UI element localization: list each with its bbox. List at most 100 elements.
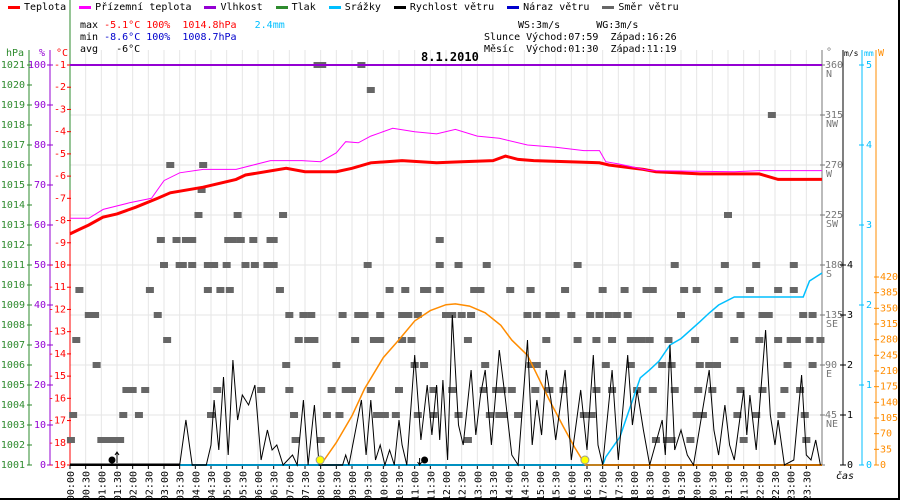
wind-direction-point — [203, 262, 212, 268]
wind-direction-point — [608, 337, 617, 343]
direction-tick-label: 225 — [825, 210, 843, 221]
humidity-tick-label: 0 — [40, 460, 46, 471]
wind-speed-tick-label: 4 — [847, 260, 853, 271]
wind-direction-point — [601, 362, 610, 368]
wind-direction-point — [145, 287, 154, 293]
wind-direction-point — [567, 312, 576, 318]
direction-tick-label: 360 — [825, 60, 843, 71]
wind-gust-max: WG:3m/s — [596, 20, 639, 31]
wind-direction-point — [401, 287, 410, 293]
time-tick-label: 19:30 — [677, 471, 688, 500]
wind-direction-point — [141, 387, 150, 393]
legend-label: Tlak — [291, 2, 316, 13]
wind-direction-point — [774, 337, 783, 343]
moonrise-icon — [108, 456, 116, 464]
wind-direction-point — [413, 312, 422, 318]
humidity-tick-label: 40 — [34, 300, 46, 311]
wind-direction-point — [774, 287, 783, 293]
legend-swatch — [204, 6, 217, 9]
wind-stats: WS:3m/s WG:3m/s — [518, 20, 638, 32]
wind-direction-point — [249, 237, 258, 243]
time-tick-label: 00:00 — [66, 471, 77, 500]
sun-row: Slunce Východ:07:59 Západ:16:26 — [484, 32, 677, 44]
legend-item: Přízemní teplota — [79, 2, 191, 13]
wind-direction-point — [404, 312, 413, 318]
pressure-tick-label: 1011 — [1, 260, 25, 271]
time-tick-label: 01:30 — [113, 471, 124, 500]
direction-tick-label: 180 — [825, 260, 843, 271]
stats-avg-row: avg -6°C — [80, 44, 140, 56]
wind-direction-point — [263, 262, 272, 268]
time-tick-label: 17:00 — [599, 471, 610, 500]
wind-direction-point — [713, 362, 722, 368]
temperature-tick-label: -11 — [48, 282, 66, 293]
legend-label: Směr větru — [618, 2, 679, 13]
legend-swatch — [275, 6, 288, 9]
max-label: max — [80, 20, 99, 31]
wind-direction-point — [670, 262, 679, 268]
wind-direction-point — [322, 412, 331, 418]
wind-direction-point — [736, 312, 745, 318]
legend-item: Rychlost větru — [393, 2, 494, 13]
pressure-tick-label: 1002 — [1, 440, 25, 451]
legend-swatch — [328, 6, 341, 9]
wind-direction-point — [467, 312, 476, 318]
wind-direction-point — [714, 312, 723, 318]
direction-unit: ° — [826, 47, 832, 58]
solar-tick-label: 175 — [880, 382, 898, 393]
legend-item: Náraz větru — [507, 2, 589, 13]
legend-item: Teplota — [8, 2, 66, 13]
legend-label: Teplota — [24, 2, 67, 13]
wind-direction-point — [479, 387, 488, 393]
wind-direction-point — [587, 412, 596, 418]
wind-direction-point — [481, 362, 490, 368]
pressure-tick-label: 1015 — [1, 180, 25, 191]
wind-direction-point — [495, 412, 504, 418]
temperature-tick-label: -19 — [48, 460, 66, 471]
direction-tick-label: 270 — [825, 160, 843, 171]
legend-label: Náraz větru — [523, 2, 590, 13]
direction-compass-label: NW — [826, 119, 839, 130]
legend-label: Vlhkost — [220, 2, 263, 13]
wind-direction-point — [228, 237, 237, 243]
min-label: min — [80, 32, 99, 43]
wind-direction-point — [210, 262, 219, 268]
legend: Teplota Přízemní teplota Vlhkost Tlak Srážky… — [8, 2, 679, 13]
wind-direction-point — [257, 387, 266, 393]
wind-direction-point — [72, 337, 81, 343]
wind-direction-point — [667, 437, 676, 443]
direction-tick-label: 90 — [825, 360, 837, 371]
solar-tick-label: 280 — [880, 335, 898, 346]
humidity-tick-label: 80 — [34, 140, 46, 151]
wind-direction-point — [498, 387, 507, 393]
time-tick-label: 06:30 — [270, 471, 281, 500]
wind-direction-point — [454, 412, 463, 418]
wind-direction-point — [134, 412, 143, 418]
temperature-tick-label: -5 — [54, 149, 66, 160]
wind-direction-point — [279, 212, 288, 218]
wind-direction-point — [714, 287, 723, 293]
min-humidity: 100% — [146, 32, 171, 43]
chart-title: 8.1.2010 — [421, 50, 479, 64]
wind-direction-point — [694, 387, 703, 393]
pressure-tick-label: 1014 — [1, 200, 25, 211]
wind-direction-point — [667, 362, 676, 368]
wind-direction-point — [269, 262, 278, 268]
wind-direction-point — [708, 387, 717, 393]
wind-direction-point — [84, 312, 93, 318]
wind-direction-point — [92, 362, 101, 368]
wind-direction-point — [398, 337, 407, 343]
wind-direction-point — [805, 337, 814, 343]
direction-compass-label: S — [826, 269, 832, 280]
wind-direction-point — [188, 237, 197, 243]
time-tick-label: 04:00 — [191, 471, 202, 500]
wind-direction-point — [398, 312, 407, 318]
time-tick-label: 08:00 — [317, 471, 328, 500]
wind-direction-point — [435, 262, 444, 268]
wind-direction-point — [767, 112, 776, 118]
time-tick-label: 18:30 — [646, 471, 657, 500]
wind-direction-point — [730, 337, 739, 343]
wind-direction-point — [75, 287, 84, 293]
wind-direction-point — [526, 287, 535, 293]
wind-direction-point — [299, 312, 308, 318]
